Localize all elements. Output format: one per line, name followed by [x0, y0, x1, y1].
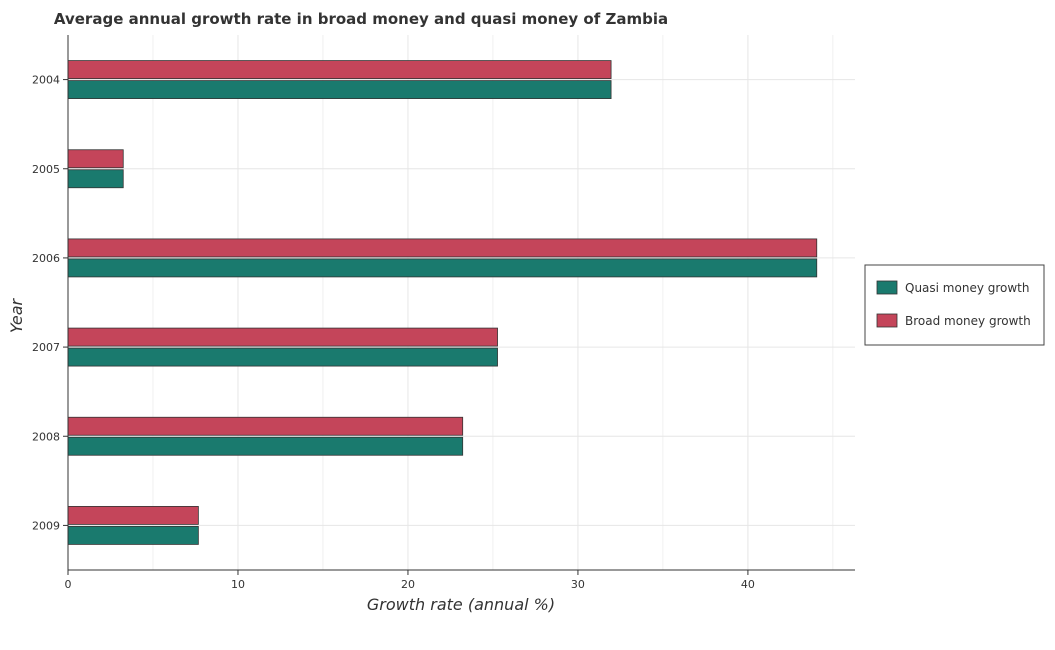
bar-quasi-2004: [67, 80, 612, 99]
plot-area: [68, 35, 855, 570]
y-tick-label: 2006: [32, 252, 60, 265]
x-tick-label: 30: [571, 578, 585, 591]
axes: 0 10 20 30 40 2004 2005 2006 2007 2008 2009: [32, 35, 855, 591]
y-axis-label: Year: [7, 297, 26, 333]
bar-broad-2005: [67, 149, 124, 169]
grid: [67, 35, 855, 570]
legend-label-quasi: Quasi money growth: [905, 281, 1030, 295]
y-tick-label: 2008: [32, 430, 60, 443]
bar-broad-2008: [67, 416, 464, 436]
bar-broad-2004: [67, 60, 612, 79]
y-tick-label: 2009: [32, 519, 60, 532]
x-tick-label: 0: [65, 578, 72, 591]
bars: [67, 60, 818, 545]
legend-swatch-broad: [876, 313, 898, 328]
legend-swatch-quasi: [876, 280, 898, 295]
x-axis-label: Growth rate (annual %): [367, 595, 555, 614]
legend-label-broad: Broad money growth: [905, 314, 1031, 328]
bar-quasi-2006: [67, 258, 818, 278]
bar-broad-2009: [67, 506, 199, 525]
legend: Quasi money growth Broad money growth: [864, 264, 1045, 346]
y-tick-label: 2005: [32, 163, 60, 176]
bar-broad-2007: [67, 327, 498, 347]
bar-quasi-2009: [67, 526, 199, 545]
chart-title: Average annual growth rate in broad mone…: [54, 10, 668, 28]
bar-quasi-2007: [67, 347, 498, 367]
x-tick-label: 20: [401, 578, 415, 591]
y-tick-label: 2004: [32, 74, 60, 87]
bar-quasi-2005: [67, 169, 124, 189]
legend-box: [864, 264, 1045, 346]
x-tick-label: 40: [741, 578, 755, 591]
x-tick-label: 10: [231, 578, 245, 591]
y-tick-label: 2007: [32, 341, 60, 354]
bar-broad-2006: [67, 238, 818, 258]
bar-quasi-2008: [67, 436, 464, 456]
